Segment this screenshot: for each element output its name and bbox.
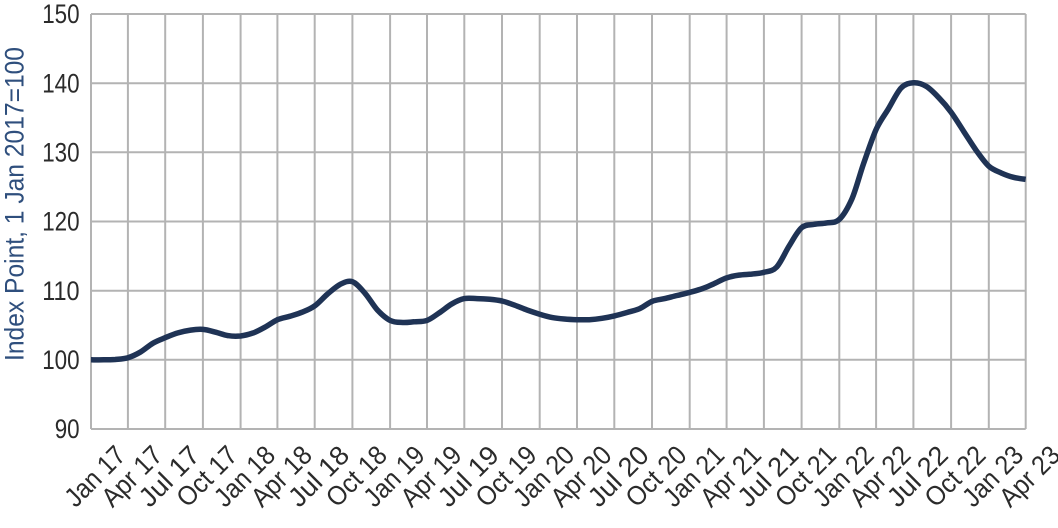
- svg-text:120: 120: [42, 207, 79, 237]
- svg-text:100: 100: [42, 345, 79, 375]
- svg-text:110: 110: [42, 276, 79, 306]
- svg-text:Index Point, 1 Jan 2017=100: Index Point, 1 Jan 2017=100: [0, 47, 30, 361]
- svg-text:150: 150: [42, 0, 79, 29]
- svg-text:140: 140: [42, 68, 79, 98]
- svg-text:90: 90: [55, 414, 80, 444]
- svg-text:130: 130: [42, 138, 79, 168]
